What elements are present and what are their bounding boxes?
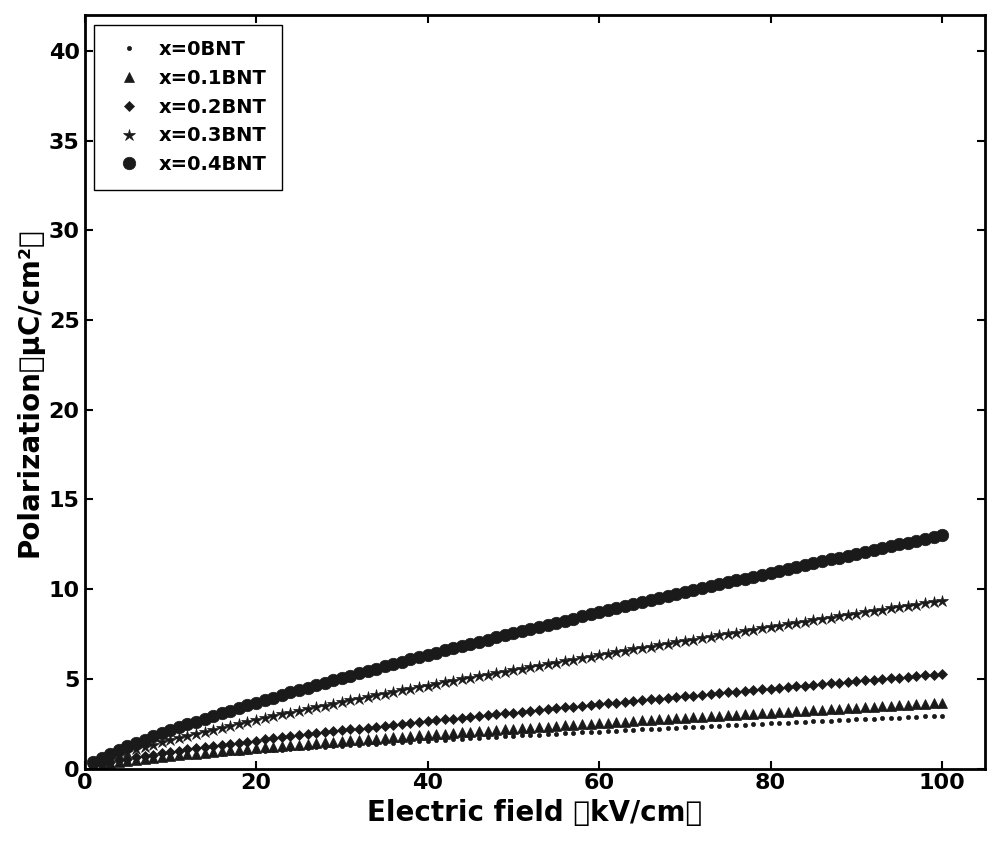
- x=0.4BNT: [524, 624, 536, 634]
- x=0BNT: [87, 761, 99, 771]
- x=0.3BNT: [936, 595, 948, 605]
- x=0BNT: [936, 711, 948, 721]
- x=0.3BNT: [87, 759, 99, 769]
- x=0.1BNT: [284, 740, 296, 750]
- x=0.2BNT: [284, 732, 296, 742]
- Line: x=0.4BNT: x=0.4BNT: [87, 529, 948, 769]
- X-axis label: Electric field （kV/cm）: Electric field （kV/cm）: [367, 799, 702, 827]
- x=0.3BNT: [284, 707, 296, 717]
- Line: x=0.3BNT: x=0.3BNT: [87, 594, 948, 770]
- x=0.2BNT: [936, 669, 948, 679]
- x=0.3BNT: [250, 715, 262, 725]
- x=0.4BNT: [284, 687, 296, 697]
- Y-axis label: Polarization（μC/cm²）: Polarization（μC/cm²）: [15, 227, 43, 557]
- x=0.2BNT: [524, 706, 536, 716]
- x=0.2BNT: [593, 699, 605, 709]
- x=0.1BNT: [250, 743, 262, 753]
- x=0.1BNT: [936, 698, 948, 708]
- x=0.4BNT: [893, 540, 905, 550]
- Line: x=0.2BNT: x=0.2BNT: [90, 670, 946, 769]
- x=0.2BNT: [893, 673, 905, 683]
- x=0.1BNT: [524, 722, 536, 733]
- x=0.3BNT: [893, 602, 905, 612]
- x=0.4BNT: [87, 757, 99, 767]
- x=0.1BNT: [868, 701, 880, 711]
- x=0BNT: [250, 746, 262, 756]
- x=0.4BNT: [593, 607, 605, 617]
- x=0.2BNT: [87, 760, 99, 770]
- x=0BNT: [868, 714, 880, 724]
- x=0BNT: [593, 727, 605, 737]
- x=0BNT: [284, 744, 296, 754]
- x=0.3BNT: [868, 606, 880, 616]
- x=0.4BNT: [868, 545, 880, 555]
- x=0.2BNT: [250, 735, 262, 745]
- x=0.2BNT: [868, 674, 880, 685]
- x=0.4BNT: [936, 530, 948, 541]
- x=0.3BNT: [593, 650, 605, 660]
- x=0BNT: [524, 730, 536, 740]
- x=0BNT: [893, 712, 905, 722]
- x=0.1BNT: [87, 761, 99, 771]
- Line: x=0.1BNT: x=0.1BNT: [88, 698, 947, 771]
- Line: x=0BNT: x=0BNT: [89, 711, 946, 770]
- x=0.4BNT: [250, 697, 262, 707]
- x=0.1BNT: [593, 718, 605, 728]
- x=0.1BNT: [893, 701, 905, 711]
- x=0.3BNT: [524, 662, 536, 672]
- Legend: x=0BNT, x=0.1BNT, x=0.2BNT, x=0.3BNT, x=0.4BNT: x=0BNT, x=0.1BNT, x=0.2BNT, x=0.3BNT, x=…: [94, 24, 282, 189]
